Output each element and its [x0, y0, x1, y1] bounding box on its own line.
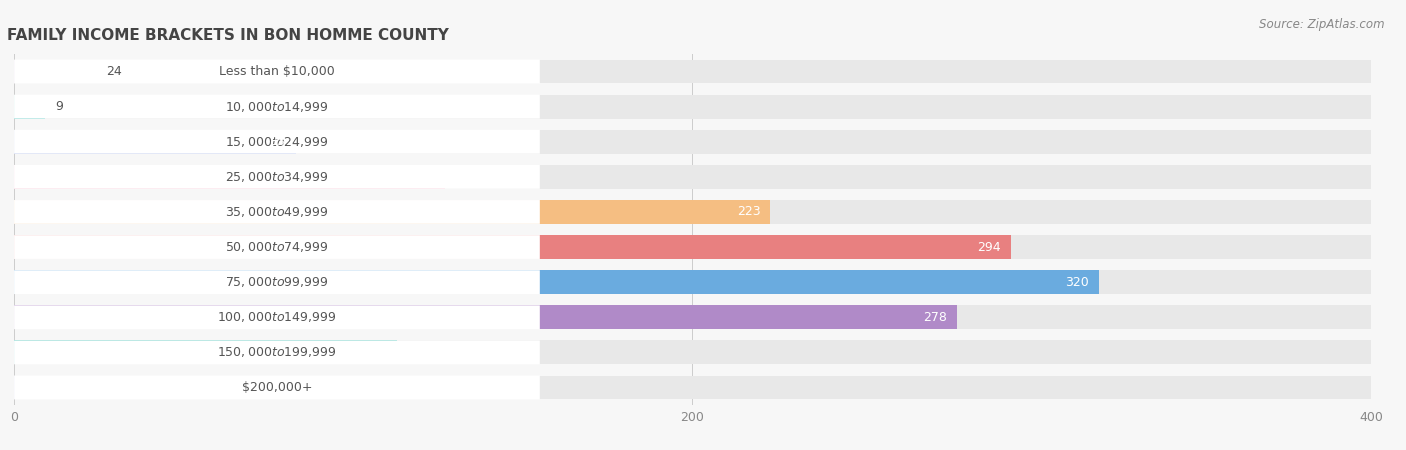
Text: $25,000 to $34,999: $25,000 to $34,999 [225, 170, 329, 184]
Text: 101: 101 [323, 381, 346, 394]
Text: 24: 24 [105, 65, 121, 78]
Text: $50,000 to $74,999: $50,000 to $74,999 [225, 240, 329, 254]
Text: $100,000 to $149,999: $100,000 to $149,999 [218, 310, 336, 324]
FancyBboxPatch shape [14, 59, 540, 84]
Text: FAMILY INCOME BRACKETS IN BON HOMME COUNTY: FAMILY INCOME BRACKETS IN BON HOMME COUN… [7, 28, 449, 43]
Bar [14, 305, 957, 329]
Bar [14, 130, 295, 154]
Bar [14, 94, 45, 119]
FancyBboxPatch shape [14, 94, 540, 119]
FancyBboxPatch shape [14, 305, 540, 329]
FancyBboxPatch shape [14, 165, 540, 189]
Bar [14, 235, 1011, 259]
FancyBboxPatch shape [14, 235, 540, 259]
Bar [14, 165, 1371, 189]
FancyBboxPatch shape [14, 375, 540, 400]
Text: $10,000 to $14,999: $10,000 to $14,999 [225, 99, 329, 114]
Text: 223: 223 [737, 206, 761, 218]
FancyBboxPatch shape [14, 340, 540, 364]
Bar [14, 94, 1371, 119]
Bar [14, 340, 398, 364]
Bar [14, 130, 1371, 154]
FancyBboxPatch shape [14, 270, 540, 294]
Text: 113: 113 [364, 346, 387, 359]
Text: 294: 294 [977, 241, 1001, 253]
Bar [14, 375, 357, 400]
Text: $150,000 to $199,999: $150,000 to $199,999 [218, 345, 336, 360]
Text: $35,000 to $49,999: $35,000 to $49,999 [225, 205, 329, 219]
Bar [14, 200, 770, 224]
Text: 83: 83 [270, 135, 285, 148]
Text: $75,000 to $99,999: $75,000 to $99,999 [225, 275, 329, 289]
Text: Source: ZipAtlas.com: Source: ZipAtlas.com [1260, 18, 1385, 31]
FancyBboxPatch shape [14, 200, 540, 224]
Bar [14, 270, 1371, 294]
Bar [14, 340, 1371, 364]
Bar [14, 165, 444, 189]
Bar [14, 375, 1371, 400]
Text: Less than $10,000: Less than $10,000 [219, 65, 335, 78]
Text: 9: 9 [55, 100, 63, 113]
Bar [14, 59, 1371, 84]
Text: 278: 278 [922, 311, 946, 324]
Bar [14, 235, 1371, 259]
Text: 127: 127 [411, 171, 434, 183]
Text: 320: 320 [1066, 276, 1090, 288]
FancyBboxPatch shape [14, 130, 540, 154]
Bar [14, 59, 96, 84]
Bar [14, 270, 1099, 294]
Text: $200,000+: $200,000+ [242, 381, 312, 394]
Bar [14, 305, 1371, 329]
Bar [14, 200, 1371, 224]
Text: $15,000 to $24,999: $15,000 to $24,999 [225, 135, 329, 149]
